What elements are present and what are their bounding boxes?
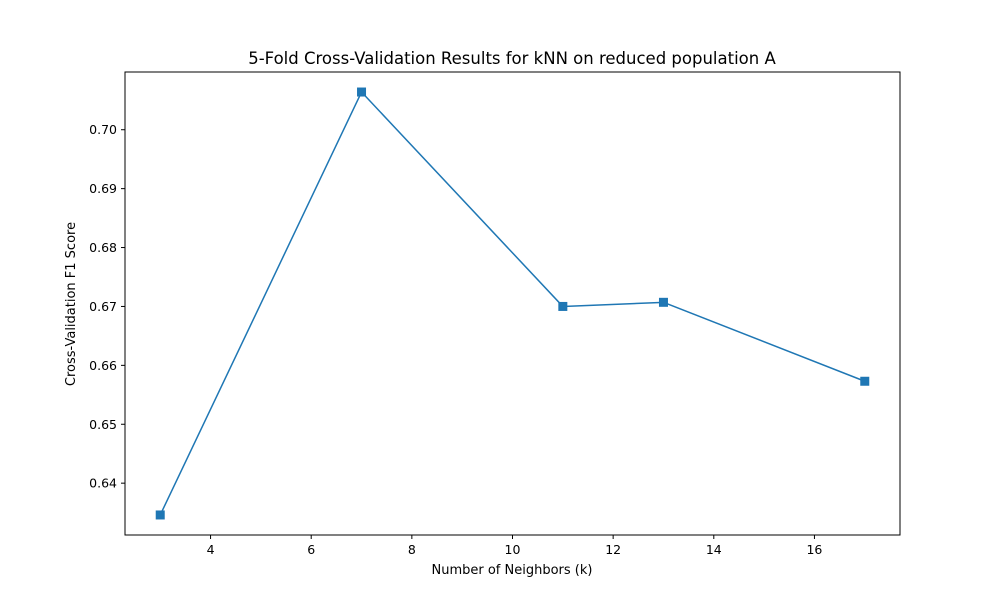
x-tick-label: 4	[207, 542, 215, 557]
y-tick-label: 0.67	[89, 299, 117, 314]
x-tick-label: 14	[706, 542, 722, 557]
y-tick-label: 0.69	[89, 181, 117, 196]
data-point-marker	[658, 297, 668, 307]
x-axis-label: Number of Neighbors (k)	[432, 563, 593, 578]
x-tick-label: 8	[408, 542, 416, 557]
data-point-marker	[357, 87, 367, 97]
series-line	[159, 91, 866, 516]
y-tick-label: 0.64	[89, 476, 117, 491]
plot-frame	[124, 71, 901, 536]
data-point-marker	[860, 376, 870, 386]
x-tick-label: 12	[605, 542, 621, 557]
chart-title: 5-Fold Cross-Validation Results for kNN …	[248, 49, 776, 68]
y-tick-label: 0.66	[89, 358, 117, 373]
y-axis-label: Cross-Validation F1 Score	[64, 222, 79, 386]
data-point-marker	[155, 510, 165, 520]
x-tick-label: 10	[505, 542, 521, 557]
y-tick-label: 0.68	[89, 240, 117, 255]
y-tick-label: 0.70	[89, 122, 117, 137]
x-tick-label: 16	[806, 542, 822, 557]
series-layer	[155, 87, 870, 520]
plot-area	[124, 71, 901, 536]
x-tick-label: 6	[307, 542, 315, 557]
x-axis: 4 6 8 10 12 14 16	[207, 535, 822, 557]
y-axis: 0.64 0.65 0.66 0.67 0.68 0.69 0.70	[89, 122, 125, 491]
y-tick-label: 0.65	[89, 417, 117, 432]
data-point-marker	[558, 301, 568, 311]
